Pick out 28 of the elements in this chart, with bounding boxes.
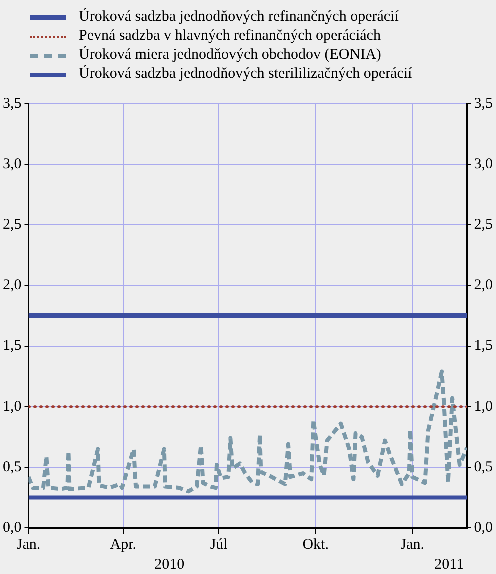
y-tick-label: 0,5 [3, 459, 22, 476]
y2-tick-label: 2,0 [474, 278, 493, 294]
y2-tick-label: 0,5 [474, 459, 493, 476]
legend-label: Pevná sadzba v hlavných refinančných operáciách [79, 28, 381, 45]
legend-label: Úroková miera jednodňových obchodov (EONIA) [79, 47, 382, 64]
line-series [28, 370, 468, 494]
x-tick-label: Jan. [16, 536, 41, 553]
y-tick-label: 3,0 [3, 156, 22, 173]
legend-label: Úroková sadzba jednodňových refinančných operácií [79, 9, 399, 26]
x2-tick-label: 2010 [154, 556, 185, 573]
y2-tick-label: 3,0 [474, 156, 493, 173]
x2-tick-label: 2011 [434, 556, 464, 573]
y-tick-label: 1,5 [3, 338, 22, 354]
x-tick-label: Júl [210, 536, 228, 553]
x-tick-label: Jan. [400, 536, 424, 553]
y-tick-label: 0,0 [3, 520, 22, 536]
x-tick-label: Apr. [110, 536, 137, 553]
y2-tick-label: 1,0 [474, 398, 493, 415]
y2-tick-label: 1,5 [474, 338, 493, 354]
y2-tick-label: 0,0 [474, 520, 493, 536]
x-tick-label: Okt. [302, 536, 329, 553]
y-tick-label: 3,5 [3, 96, 22, 112]
y-tick-label: 2,0 [3, 278, 22, 294]
y2-tick-label: 3,5 [474, 96, 493, 112]
y2-tick-label: 2,5 [474, 217, 493, 234]
y-tick-label: 1,0 [3, 398, 22, 415]
legend-label: Úroková sadzba jednodňových sterililizačných operácií [79, 66, 412, 83]
y-tick-label: 2,5 [3, 217, 22, 234]
